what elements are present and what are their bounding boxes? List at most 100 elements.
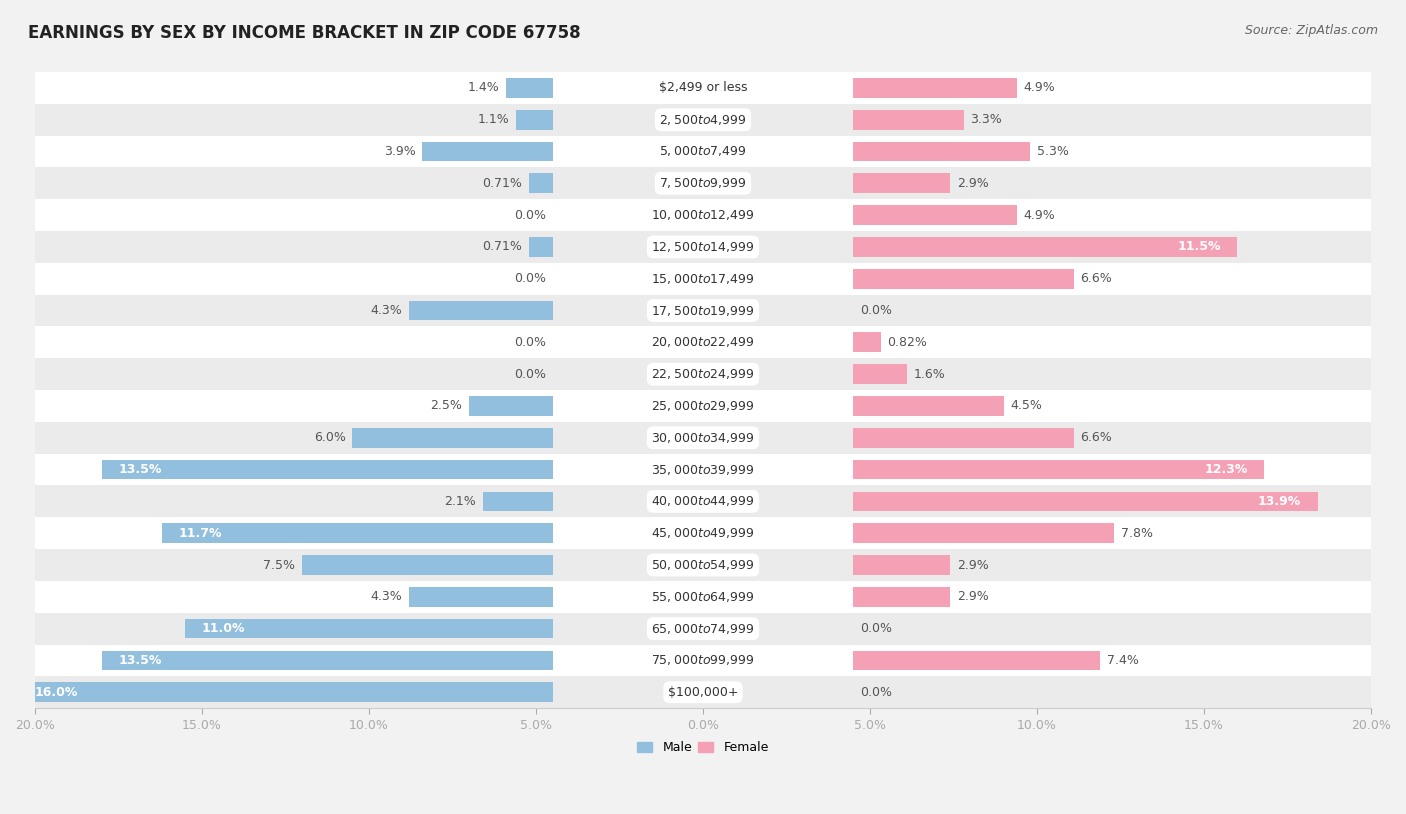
Text: 6.0%: 6.0% [314,431,346,444]
Text: $7,500 to $9,999: $7,500 to $9,999 [659,177,747,190]
Bar [302,555,553,575]
Text: $2,500 to $4,999: $2,500 to $4,999 [659,112,747,127]
Bar [35,263,1371,295]
Bar [35,676,1371,708]
Bar [18,682,553,702]
Legend: Male, Female: Male, Female [633,736,773,759]
Text: $35,000 to $39,999: $35,000 to $39,999 [651,462,755,476]
Text: 0.0%: 0.0% [515,336,546,349]
Text: 0.71%: 0.71% [482,240,522,253]
Text: $22,500 to $24,999: $22,500 to $24,999 [651,367,755,381]
Bar [853,460,1264,479]
Bar [853,269,1074,289]
Text: 2.5%: 2.5% [430,400,463,413]
Text: 0.0%: 0.0% [860,304,891,317]
Bar [101,460,553,479]
Text: 7.8%: 7.8% [1121,527,1153,540]
Text: 7.4%: 7.4% [1107,654,1139,667]
Bar [853,523,1114,543]
Text: 4.3%: 4.3% [371,304,402,317]
Bar [35,613,1371,645]
Bar [853,492,1317,511]
Text: 16.0%: 16.0% [35,685,79,698]
Text: 11.5%: 11.5% [1177,240,1220,253]
Text: $40,000 to $44,999: $40,000 to $44,999 [651,494,755,509]
Bar [853,650,1101,670]
Bar [35,390,1371,422]
Text: 11.7%: 11.7% [179,527,222,540]
Text: 0.71%: 0.71% [482,177,522,190]
Bar [101,650,553,670]
Bar [529,237,553,256]
Bar [853,332,880,352]
Text: 2.1%: 2.1% [444,495,475,508]
Text: 0.82%: 0.82% [887,336,928,349]
Text: 13.5%: 13.5% [118,654,162,667]
Text: $65,000 to $74,999: $65,000 to $74,999 [651,622,755,636]
Bar [409,587,553,606]
Text: 3.9%: 3.9% [384,145,416,158]
Text: 1.1%: 1.1% [478,113,509,126]
Bar [353,428,553,448]
Bar [853,110,963,129]
Text: $45,000 to $49,999: $45,000 to $49,999 [651,526,755,540]
Text: 11.0%: 11.0% [202,622,246,635]
Text: 4.3%: 4.3% [371,590,402,603]
Bar [35,326,1371,358]
Text: $25,000 to $29,999: $25,000 to $29,999 [651,399,755,413]
Text: Source: ZipAtlas.com: Source: ZipAtlas.com [1244,24,1378,37]
Bar [470,396,553,416]
Text: $55,000 to $64,999: $55,000 to $64,999 [651,590,755,604]
Bar [35,136,1371,168]
Bar [35,453,1371,485]
Bar [853,587,950,606]
Bar [35,199,1371,231]
Text: $100,000+: $100,000+ [668,685,738,698]
Text: 4.9%: 4.9% [1024,81,1056,94]
Text: 4.9%: 4.9% [1024,208,1056,221]
Text: $15,000 to $17,499: $15,000 to $17,499 [651,272,755,286]
Text: 6.6%: 6.6% [1080,431,1112,444]
Text: 1.4%: 1.4% [467,81,499,94]
Bar [853,205,1017,225]
Bar [853,365,907,384]
Text: $12,500 to $14,999: $12,500 to $14,999 [651,240,755,254]
Text: 0.0%: 0.0% [515,272,546,285]
Bar [162,523,553,543]
Bar [853,555,950,575]
Text: 1.6%: 1.6% [914,368,945,381]
Bar [35,104,1371,136]
Bar [35,549,1371,581]
Bar [853,396,1004,416]
Text: 2.9%: 2.9% [957,558,988,571]
Bar [35,168,1371,199]
Bar [35,358,1371,390]
Bar [35,231,1371,263]
Bar [853,142,1031,161]
Text: $17,500 to $19,999: $17,500 to $19,999 [651,304,755,317]
Text: 2.9%: 2.9% [957,177,988,190]
Bar [482,492,553,511]
Bar [853,173,950,193]
Text: $10,000 to $12,499: $10,000 to $12,499 [651,208,755,222]
Text: EARNINGS BY SEX BY INCOME BRACKET IN ZIP CODE 67758: EARNINGS BY SEX BY INCOME BRACKET IN ZIP… [28,24,581,42]
Bar [506,78,553,98]
Bar [853,78,1017,98]
Text: $30,000 to $34,999: $30,000 to $34,999 [651,431,755,444]
Text: 0.0%: 0.0% [515,208,546,221]
Text: 13.5%: 13.5% [118,463,162,476]
Text: 0.0%: 0.0% [860,622,891,635]
Text: $50,000 to $54,999: $50,000 to $54,999 [651,558,755,572]
Text: 5.3%: 5.3% [1038,145,1069,158]
Text: $75,000 to $99,999: $75,000 to $99,999 [651,654,755,667]
Text: 7.5%: 7.5% [263,558,295,571]
Text: 4.5%: 4.5% [1011,400,1042,413]
Bar [409,300,553,321]
Text: 13.9%: 13.9% [1257,495,1301,508]
Bar [35,581,1371,613]
Bar [35,517,1371,549]
Text: $5,000 to $7,499: $5,000 to $7,499 [659,145,747,159]
Text: 12.3%: 12.3% [1204,463,1247,476]
Bar [186,619,553,638]
Text: 0.0%: 0.0% [515,368,546,381]
